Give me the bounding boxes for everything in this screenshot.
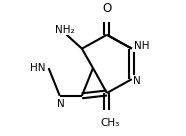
Text: NH₂: NH₂ — [55, 25, 75, 35]
Text: CH₃: CH₃ — [100, 118, 119, 128]
Text: HN: HN — [30, 63, 45, 73]
Text: NH: NH — [134, 41, 149, 51]
Text: N: N — [133, 75, 141, 86]
Text: O: O — [102, 2, 111, 15]
Text: N: N — [57, 99, 65, 109]
